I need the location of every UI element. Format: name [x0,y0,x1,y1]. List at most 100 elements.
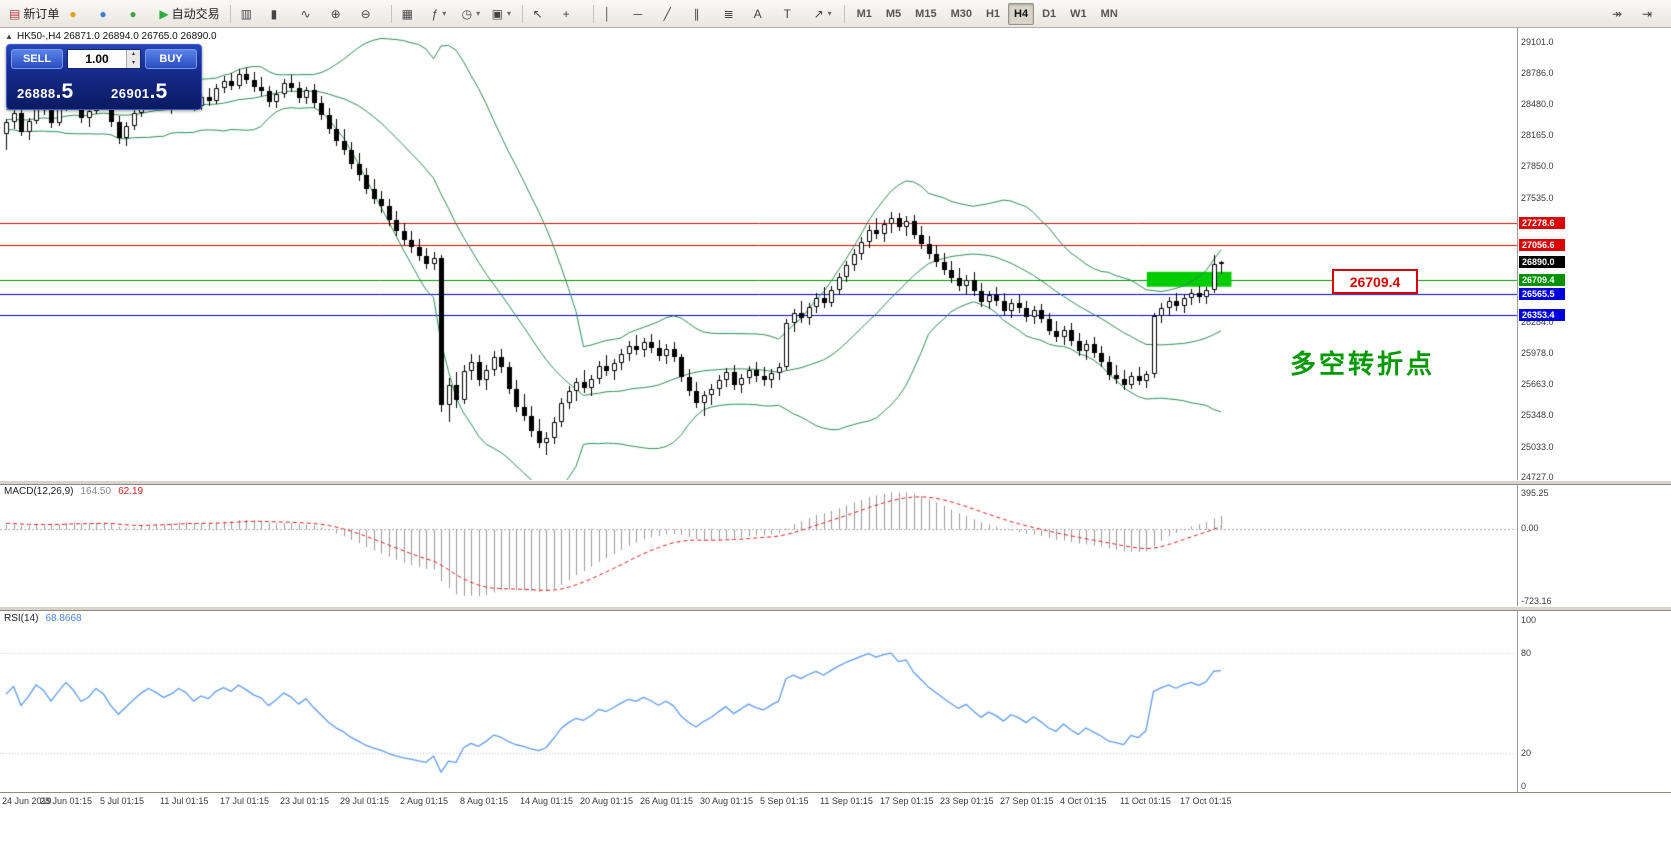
new-order-button-label: 新订单 [23,7,60,21]
text-button[interactable]: A [750,2,778,26]
date-axis-label: 5 Sep 01:15 [760,796,809,806]
macd-signal-value: 62.19 [118,486,144,497]
toolbar-separator [390,4,392,23]
fibonacci-icon: ≣ [723,6,734,21]
trendline-button[interactable]: ╱ [660,2,688,26]
volume-spinner[interactable]: ▴ ▾ [126,50,140,68]
rsi-axis-label: 80 [1521,648,1532,659]
date-axis-label: 17 Jul 01:15 [220,796,270,806]
date-axis-label: 26 Aug 01:15 [640,796,694,806]
cursor-icon: ↖ [532,6,543,21]
sound-button[interactable]: ● [65,2,93,26]
price-axis-label: 27535.0 [1521,192,1554,203]
timeframe-m30-button[interactable]: M30 [950,7,972,20]
zoom-in-icon: ⊕ [330,6,341,21]
price-annotation-box[interactable]: 26709.4 [1332,269,1418,294]
date-axis-label: 17 Sep 01:15 [880,796,934,806]
date-axis-label: 5 Jul 01:15 [100,796,145,806]
buy-button[interactable]: BUY [145,49,197,69]
timeframe-m1-button[interactable]: M1 [856,7,872,20]
channel-button[interactable]: ∥ [690,2,718,26]
channel-icon: ∥ [693,6,700,21]
fibonacci-button[interactable]: ≣ [720,2,748,26]
new-order-button[interactable]: ▤ 新订单 [5,2,63,26]
one-click-collapse-button[interactable]: ▲ [5,32,13,41]
volume-field[interactable]: 1.00 ▴ ▾ [67,49,141,69]
bars-chart-button[interactable]: ▥ [237,2,265,26]
cursor-button[interactable]: ↖ [529,2,557,26]
timeframe-d1-button[interactable]: D1 [1042,7,1057,20]
timeframe-h1-button[interactable]: H1 [985,7,1001,20]
date-axis-label: 4 Oct 01:15 [1060,796,1107,806]
candles-chart-button[interactable]: ▮ [267,2,295,26]
macd-name: MACD(12,26,9) [4,486,74,497]
current-price-label: 26890.0 [1519,255,1565,268]
macd-main-value: 164.50 [80,486,112,497]
chart-shift-button[interactable]: ⇥ [1638,2,1666,26]
vertical-line-button[interactable]: │ [600,2,628,26]
date-axis-label: 11 Oct 01:15 [1120,796,1171,806]
timeframe-h4-button[interactable]: H4 [1008,2,1035,25]
date-axis-label: 23 Jul 01:15 [280,796,330,806]
rsi-axis-label: 0 [1521,781,1527,791]
date-axis-label: 11 Sep 01:15 [820,796,873,806]
zoom-out-icon: ⊖ [360,6,371,21]
mql5-button[interactable]: ● [95,2,123,26]
timeframe-m5-button[interactable]: M5 [885,7,902,20]
arrows-button[interactable]: ↗ ▾ [810,2,838,26]
auto-scroll-button[interactable]: ↠ [1608,2,1636,26]
zoom-in-button[interactable]: ⊕ [327,2,355,26]
periods-button[interactable]: ◷ ▾ [458,2,486,26]
horizontal-line-icon: ─ [633,6,643,21]
trendline-icon: ╱ [663,6,671,21]
text-icon: A [753,6,762,21]
community-button[interactable]: ● [125,2,153,26]
sell-price-main: 26888 [17,86,56,101]
line-chart-button[interactable]: ∿ [297,2,325,26]
date-axis-label: 14 Aug 01:15 [520,796,574,806]
tile-windows-button[interactable]: ▦ [398,2,426,26]
crosshair-button[interactable]: + [559,2,587,26]
label-button[interactable]: T [780,2,808,26]
sell-price: 26888 .5 [17,80,73,104]
sell-button[interactable]: SELL [11,49,63,69]
label-icon: T [783,6,791,21]
one-click-trading-panel: SELL 1.00 ▴ ▾ BUY 26888 .5 26901 .5 [6,44,202,110]
volume-up-icon[interactable]: ▴ [127,50,140,59]
price-axis-label: 25978.0 [1521,347,1554,358]
mql5-icon: ● [99,6,107,21]
price-axis-line [1517,28,1518,792]
time-axis-line [0,792,1671,793]
indicators-button[interactable]: ƒ ▾ [428,2,456,26]
price-line-label: 26709.4 [1519,273,1565,286]
volume-value[interactable]: 1.00 [85,52,109,66]
panel-splitter[interactable] [0,606,1671,611]
horizontal-line-button[interactable]: ─ [630,2,658,26]
timeframe-mn-button[interactable]: MN [1100,7,1118,20]
rsi-name: RSI(14) [4,613,39,624]
date-axis-label: 29 Jul 01:15 [340,796,390,806]
toolbar: ▤ 新订单 ● ● ● ▶ 自动交易 ▥ ▮ ∿ ⊕ ⊖ ▦ ƒ ▾ ◷ ▾ ▣ ▾ ↖ + │ ─ ╱ ∥ ≣ A T ↗ ▾ M1 M5 M… [0,0,1671,28]
templates-button[interactable]: ▣ ▾ [488,2,516,26]
chevron-down-icon: ▾ [506,9,511,18]
buy-price-main: 26901 [111,86,150,101]
toolbar-separator [229,4,231,23]
auto-scroll-icon: ↠ [1612,6,1623,21]
date-axis-label: 17 Oct 01:15 [1180,796,1232,806]
date-axis-label: 8 Aug 01:15 [460,796,509,806]
zoom-out-button[interactable]: ⊖ [357,2,385,26]
rsi-axis-label: 20 [1521,747,1532,758]
vertical-line-icon: │ [603,6,612,21]
macd-indicator-label: MACD(12,26,9) 164.50 62.19 [4,486,143,497]
panel-splitter[interactable] [0,480,1671,485]
price-axis-label: 27850.0 [1521,161,1554,172]
autotrading-button[interactable]: ▶ 自动交易 [155,2,223,26]
price-axis-label: 26284.0 [1521,317,1554,328]
autotrading-button-label: 自动交易 [171,7,220,21]
chevron-down-icon: ▾ [442,9,447,18]
volume-down-icon[interactable]: ▾ [127,59,140,68]
timeframe-m15-button[interactable]: M15 [915,7,937,20]
timeframe-w1-button[interactable]: W1 [1070,7,1087,20]
arrows-icon: ↗ [813,6,824,21]
